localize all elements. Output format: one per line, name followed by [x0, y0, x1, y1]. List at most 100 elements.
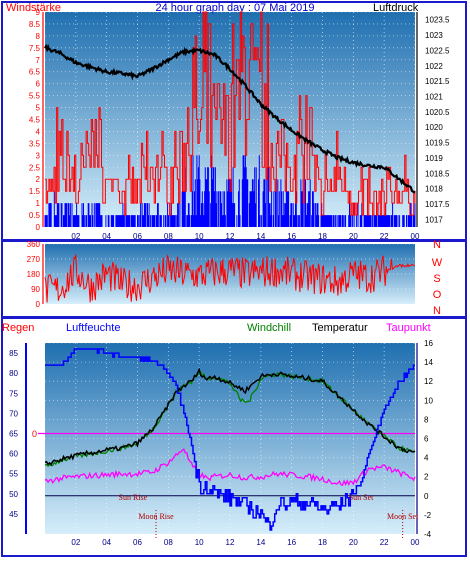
gust-series — [44, 11, 416, 216]
pressure-tick-label: 1019.5 — [425, 139, 450, 148]
direction-tick-label: 90 — [31, 285, 40, 294]
humidity-tick-label: 85 — [9, 349, 18, 358]
temp-x-tick-label: 16 — [287, 538, 296, 547]
pressure-tick-label: 1017 — [425, 215, 443, 224]
direction-tick-label: 180 — [27, 270, 41, 279]
wind-tick-label: 8.5 — [29, 20, 41, 29]
pressure-tick-label: 1019 — [425, 154, 443, 163]
wind-tick-label: 3.5 — [29, 139, 41, 148]
compass-label: N — [433, 239, 441, 251]
pressure-tick-label: 1018 — [425, 185, 443, 194]
direction-series — [44, 253, 416, 303]
temperature-tick-label: -4 — [424, 530, 432, 539]
dewpoint-series — [44, 448, 416, 487]
mean-wind-series — [44, 155, 416, 227]
temp-x-tick-label: 10 — [195, 538, 204, 547]
temp-x-tick-label: 18 — [318, 538, 327, 547]
wind-tick-label: 6 — [36, 80, 41, 89]
wind-x-tick-label: 20 — [349, 232, 358, 241]
temp-x-tick-label: 14 — [256, 538, 265, 547]
pressure-tick-label: 1020.5 — [425, 108, 450, 117]
temp-x-tick-label: 08 — [164, 538, 173, 547]
temperature-tick-label: 4 — [424, 454, 429, 463]
temp-x-tick-label: 12 — [226, 538, 235, 547]
humidity-tick-label: 65 — [9, 429, 18, 438]
temperature-tick-label: 2 — [424, 473, 429, 482]
wind-x-tick-label: 08 — [164, 232, 173, 241]
wind-tick-label: 7 — [36, 56, 41, 65]
temp-x-tick-label: 00 — [411, 538, 420, 547]
wind-tick-label: 7.5 — [29, 44, 41, 53]
wind-tick-label: 0 — [36, 223, 41, 232]
pressure-tick-label: 1017.5 — [425, 200, 450, 209]
temperature-tick-label: 8 — [424, 415, 429, 424]
compass-label: N — [433, 305, 441, 317]
temp-x-tick-label: 04 — [102, 538, 111, 547]
astro-event-label: Sun Set — [349, 493, 374, 502]
astro-event-label: Moon Rise — [138, 512, 174, 521]
temperature-panel-frame — [1, 317, 467, 557]
pressure-tick-label: 1022 — [425, 62, 443, 71]
temp-x-tick-label: 20 — [349, 538, 358, 547]
rain-label: Regen — [2, 322, 34, 334]
humidity-tick-label: 75 — [9, 389, 18, 398]
wind-x-tick-label: 14 — [256, 232, 265, 241]
humidity-tick-label: 45 — [9, 510, 18, 519]
astro-event-label: Moon Set — [387, 512, 419, 521]
pressure-axis-title: Luftdruck — [373, 2, 419, 14]
temp-x-tick-label: 22 — [380, 538, 389, 547]
humidity-tick-label: 60 — [9, 450, 18, 459]
windchill-label: Windchill — [247, 322, 291, 334]
wind-tick-label: 9 — [36, 8, 41, 17]
astro-event-label: Sun Rise — [119, 493, 148, 502]
wind-tick-label: 0.5 — [29, 211, 41, 220]
wind-x-tick-label: 10 — [195, 232, 204, 241]
temperature-series — [44, 367, 416, 466]
direction-tick-label: 0 — [36, 300, 41, 309]
wind-x-tick-label: 12 — [226, 232, 235, 241]
pressure-tick-label: 1021 — [425, 92, 443, 101]
humidity-series — [45, 348, 415, 531]
compass-label: W — [432, 257, 443, 269]
dewpoint-label: Taupunkt — [386, 322, 431, 334]
temperature-tick-label: 12 — [424, 377, 433, 386]
direction-tick-label: 360 — [27, 240, 41, 249]
humidity-tick-label: 55 — [9, 470, 18, 479]
wind-x-tick-label: 00 — [411, 232, 420, 241]
wind-tick-label: 5.5 — [29, 92, 41, 101]
wind-tick-label: 6.5 — [29, 68, 41, 77]
wind-tick-label: 3 — [36, 151, 41, 160]
pressure-tick-label: 1022.5 — [425, 46, 450, 55]
pressure-tick-label: 1018.5 — [425, 169, 450, 178]
wind-tick-label: 5 — [36, 104, 41, 113]
temperature-tick-label: -2 — [424, 511, 432, 520]
wind-tick-label: 4 — [36, 127, 41, 136]
humidity-label: Luftfeuchte — [66, 322, 120, 334]
wind-axis-title: Windstärke — [6, 2, 61, 14]
wind-x-tick-label: 02 — [71, 232, 80, 241]
pressure-tick-label: 1023 — [425, 31, 443, 40]
temperature-tick-label: 16 — [424, 339, 433, 348]
wind-x-tick-label: 06 — [133, 232, 142, 241]
temp-x-tick-label: 06 — [133, 538, 142, 547]
chart-title: 24 hour graph day : 07 Mai 2019 — [155, 2, 314, 14]
compass-label: S — [433, 273, 440, 285]
direction-tick-label: 270 — [27, 255, 41, 264]
wind-x-tick-label: 04 — [102, 232, 111, 241]
wind-tick-label: 1.5 — [29, 187, 41, 196]
rain-zero-label: 0 — [32, 429, 37, 439]
wind-x-tick-label: 16 — [287, 232, 296, 241]
temperature-label: Temperatur — [312, 322, 368, 334]
wind-tick-label: 2.5 — [29, 163, 41, 172]
wind-tick-label: 8 — [36, 32, 41, 41]
humidity-tick-label: 70 — [9, 409, 18, 418]
temperature-tick-label: 14 — [424, 358, 433, 367]
temperature-tick-label: 6 — [424, 435, 429, 444]
windchill-series — [44, 368, 416, 468]
temperature-tick-label: 10 — [424, 396, 433, 405]
wind-x-tick-label: 18 — [318, 232, 327, 241]
wind-tick-label: 1 — [36, 199, 41, 208]
compass-label: O — [433, 289, 442, 301]
